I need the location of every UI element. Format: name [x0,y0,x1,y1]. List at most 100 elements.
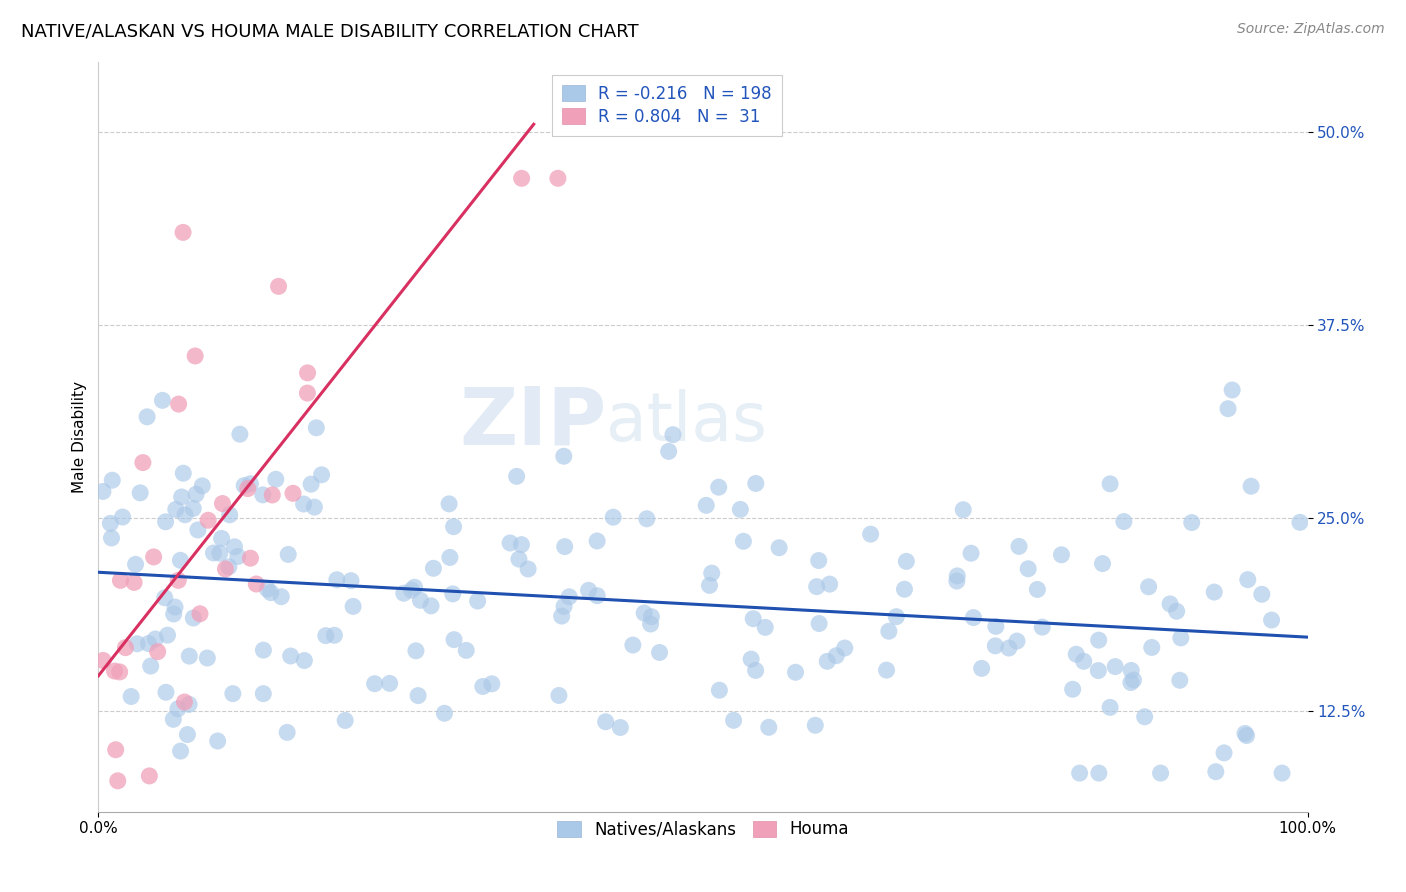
Point [211,497,233,511]
Point [602,510,624,524]
Point [315,629,337,643]
Point [222,687,245,701]
Point [700,566,723,581]
Point [179,649,201,664]
Point [305,421,328,435]
Point [510,538,533,552]
Point [815,654,838,668]
Point [1005,634,1028,648]
Point [553,449,575,463]
Point [640,617,662,632]
Point [276,725,298,739]
Point [834,640,856,655]
Point [508,552,530,566]
Point [162,712,184,726]
Point [299,477,322,491]
Point [218,508,240,522]
Point [233,478,256,492]
Point [586,534,609,549]
Point [806,580,828,594]
Point [960,546,983,560]
Point [441,587,464,601]
Point [1119,675,1142,690]
Text: NATIVE/ALASKAN VS HOUMA MALE DISABILITY CORRELATION CHART: NATIVE/ALASKAN VS HOUMA MALE DISABILITY … [21,22,638,40]
Point [754,620,776,634]
Point [884,609,907,624]
Point [172,226,194,240]
Point [280,648,302,663]
Point [609,721,631,735]
Point [188,607,211,621]
Point [1213,746,1236,760]
Point [239,476,262,491]
Point [406,689,429,703]
Point [962,610,984,624]
Point [187,523,209,537]
Point [733,534,755,549]
Point [1236,573,1258,587]
Point [1181,516,1204,530]
Point [499,536,522,550]
Point [120,690,142,704]
Point [1204,585,1226,599]
Point [260,585,283,599]
Point [1170,631,1192,645]
Point [340,574,363,588]
Point [146,645,169,659]
Point [108,665,131,679]
Point [439,550,461,565]
Point [1133,710,1156,724]
Text: ZIP: ZIP [458,383,606,461]
Point [1159,597,1181,611]
Point [173,695,195,709]
Point [326,573,349,587]
Point [1087,633,1109,648]
Point [548,689,571,703]
Point [224,540,246,554]
Point [984,619,1007,633]
Point [111,510,134,524]
Point [277,548,299,562]
Point [267,279,290,293]
Point [554,540,576,554]
Point [252,643,274,657]
Point [101,473,124,487]
Point [264,472,287,486]
Point [804,718,827,732]
Point [1220,383,1243,397]
Point [946,574,969,588]
Point [1271,766,1294,780]
Point [163,607,186,621]
Point [876,663,898,677]
Point [170,490,193,504]
Point [1250,587,1272,601]
Point [1205,764,1227,779]
Point [1112,515,1135,529]
Text: Source: ZipAtlas.com: Source: ZipAtlas.com [1237,22,1385,37]
Point [510,171,533,186]
Point [740,652,762,666]
Point [404,580,426,594]
Point [169,744,191,758]
Point [744,664,766,678]
Point [323,628,346,642]
Point [122,575,145,590]
Point [1168,673,1191,688]
Point [202,546,225,560]
Point [1121,664,1143,678]
Point [252,687,274,701]
Point [742,612,765,626]
Point [156,628,179,642]
Point [578,583,600,598]
Point [138,636,160,650]
Point [208,546,231,560]
Point [946,569,969,583]
Point [1008,540,1031,554]
Point [100,516,122,531]
Point [311,467,333,482]
Point [808,616,831,631]
Point [553,599,575,614]
Point [896,554,918,568]
Point [505,469,527,483]
Point [1166,604,1188,618]
